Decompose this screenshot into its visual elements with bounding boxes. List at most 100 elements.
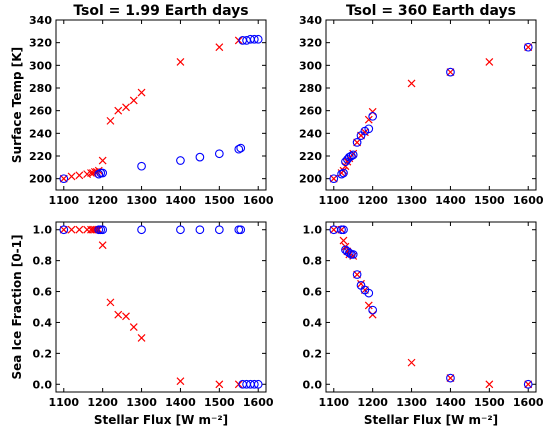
x-tick-label: 1500 (474, 396, 505, 409)
data-point-circle-marker (214, 149, 224, 159)
y-tick-label: 220 (299, 150, 322, 163)
data-point-circle-marker (253, 34, 263, 44)
y-tick-label: 0.0 (33, 378, 53, 391)
y-tick-label: 0.6 (33, 286, 53, 299)
x-tick-label: 1100 (48, 396, 79, 409)
data-point-x-marker (407, 358, 416, 367)
x-tick-label: 1100 (318, 396, 349, 409)
data-point-x-marker (129, 323, 138, 332)
data-point-circle-marker (364, 288, 374, 298)
data-point-x-marker (176, 58, 185, 66)
data-point-x-marker (114, 310, 123, 319)
x-tick-label: 1300 (126, 194, 157, 207)
data-point-circle-marker (346, 151, 356, 161)
data-point-circle-marker (344, 248, 354, 258)
data-point-x-marker (106, 116, 115, 125)
x-tick-label: 1500 (204, 396, 235, 409)
data-point-circle-marker (195, 152, 205, 162)
data-point-circle-marker (253, 379, 263, 389)
x-tick-label: 1200 (87, 194, 118, 207)
data-point-x-marker (524, 43, 533, 52)
y-tick-label: 260 (299, 105, 322, 118)
data-point-circle-marker (176, 225, 185, 235)
data-point-x-marker (67, 225, 76, 234)
y-tick-label: 260 (29, 105, 52, 118)
y-tick-label: 300 (29, 59, 52, 72)
data-point-x-marker (98, 156, 107, 165)
x-tick-label: 1300 (396, 194, 427, 207)
y-tick-label: 0.2 (303, 347, 323, 360)
data-point-x-marker (524, 380, 533, 389)
y-tick-label: 340 (299, 14, 322, 27)
y-axis-label: Sea Ice Fraction [0-1] (10, 235, 24, 380)
data-point-circle-marker (356, 281, 366, 290)
data-point-x-marker (106, 298, 115, 307)
y-tick-label: 0.8 (33, 255, 53, 268)
x-tick-label: 1600 (243, 194, 274, 207)
panel-bottom-right: 1100 1200 1300 1400 1500 1600 0.0 0.2 0.4 0.6 0.8 1… (303, 221, 544, 427)
panel-bottom-left: 1100 1200 1300 1400 1500 1600 0.0 0.2 0.4 0.6 0.8 1… (10, 221, 274, 427)
data-point-circle-marker (137, 225, 146, 235)
panel-top-left: 1100 1200 1300 1400 1500 1600 200 220 240 260 280 3… (10, 3, 274, 207)
data-point-circle-marker (329, 174, 339, 184)
data-point-x-marker (337, 225, 346, 234)
data-point-circle-marker (368, 111, 378, 121)
data-point-x-marker (353, 138, 362, 147)
x-tick-label: 1400 (435, 194, 466, 207)
data-point-x-marker (114, 106, 123, 115)
data-point-circle-marker (234, 144, 244, 154)
data-point-circle-marker (352, 138, 362, 147)
data-point-circle-marker (339, 168, 348, 178)
data-point-circle-marker (348, 150, 358, 160)
plot-frame (325, 221, 537, 393)
data-point-x-marker (215, 380, 224, 389)
data-point-circle-marker (195, 225, 205, 235)
data-point-x-marker (329, 225, 338, 234)
data-point-x-marker (59, 225, 68, 234)
data-point-x-marker (485, 58, 494, 66)
x-axis-label: Stellar Flux [W m⁻²] (364, 413, 498, 427)
data-point-x-marker (339, 236, 348, 245)
x-tick-label: 1400 (165, 194, 196, 207)
data-point-x-marker (59, 174, 68, 183)
data-point-x-marker (360, 286, 369, 294)
data-point-x-marker (446, 68, 455, 77)
data-point-x-marker (329, 174, 338, 183)
x-axis-label: Stellar Flux [W m⁻²] (94, 413, 228, 427)
data-point-x-marker (364, 301, 373, 310)
data-point-circle-marker (339, 225, 348, 235)
data-point-circle-marker (137, 161, 146, 171)
data-point-circle-marker (98, 168, 108, 178)
x-tick-label: 1100 (48, 194, 79, 207)
data-point-circle-marker (337, 169, 346, 179)
data-point-x-marker (446, 374, 455, 383)
data-point-circle-marker (214, 225, 224, 235)
data-point-x-marker (368, 310, 377, 319)
data-point-circle-marker (446, 373, 455, 383)
data-point-circle-marker (236, 225, 246, 235)
data-point-x-marker (75, 171, 84, 180)
data-point-circle-marker (94, 169, 104, 179)
y-tick-label: 240 (29, 127, 52, 140)
x-tick-label: 1200 (87, 396, 118, 409)
y-tick-label: 0.0 (303, 378, 323, 391)
y-tick-label: 320 (299, 37, 322, 50)
y-tick-label: 0.2 (33, 347, 53, 360)
data-point-circle-marker (368, 305, 378, 315)
data-point-circle-marker (236, 143, 246, 153)
x-tick-label: 1500 (204, 194, 235, 207)
y-tick-label: 0.4 (33, 316, 53, 329)
data-point-x-marker (137, 333, 146, 342)
plot-frame (325, 19, 537, 191)
data-point-x-marker (364, 115, 373, 124)
data-point-circle-marker (352, 270, 362, 279)
y-tick-label: 280 (29, 82, 52, 95)
x-tick-label: 1200 (357, 396, 388, 409)
y-tick-label: 0.8 (303, 255, 323, 268)
x-tick-label: 1600 (513, 396, 544, 409)
data-point-x-marker (75, 225, 84, 234)
data-point-x-marker (176, 377, 185, 386)
chart-title: Tsol = 1.99 Earth days (73, 3, 248, 19)
data-point-x-marker (353, 270, 362, 279)
data-point-x-marker (407, 79, 416, 88)
